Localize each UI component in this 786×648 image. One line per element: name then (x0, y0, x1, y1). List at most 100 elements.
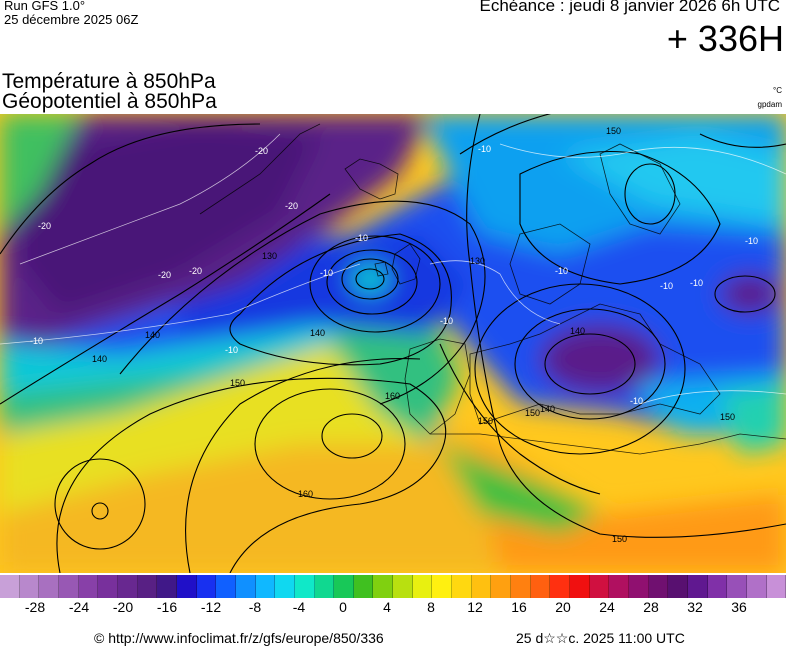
colorbar-swatch (334, 575, 354, 598)
contour-label: 150 (612, 534, 627, 544)
colorbar-swatch (117, 575, 138, 598)
isotherm-label: -10 (630, 396, 643, 406)
colorbar-swatch (766, 575, 786, 598)
colorbar-swatch (314, 575, 335, 598)
run-date: 25 décembre 2025 06Z (4, 12, 139, 27)
contour-label: 150 (478, 416, 493, 426)
colorbar-swatch (668, 575, 688, 598)
isotherm-label: -20 (255, 146, 268, 156)
colorbar-tick-label: 36 (731, 599, 747, 615)
colorbar-swatch (471, 575, 492, 598)
colorbar-tick-label: 0 (339, 599, 347, 615)
contour-label: 150 (606, 126, 621, 136)
colorbar-swatch (196, 575, 217, 598)
colorbar-tick-label: 20 (555, 599, 571, 615)
colorbar-tick-label: -16 (156, 599, 178, 615)
contour-label: 140 (92, 354, 107, 364)
colorbar-swatch (452, 575, 472, 598)
colorbar-swatch (19, 575, 40, 598)
temperature-colorbar (0, 575, 786, 598)
contour-label: 140 (540, 404, 555, 414)
colorbar-tick-label: 8 (427, 599, 435, 615)
isotherm-label: -20 (189, 266, 202, 276)
run-label: Run GFS 1.0° (4, 0, 86, 13)
isotherm-label: -10 (320, 268, 333, 278)
isotherm-label: -20 (38, 221, 51, 231)
generation-date: 25 d☆☆c. 2025 11:00 UTC (516, 630, 685, 646)
colorbar-tick-label: -4 (292, 599, 306, 615)
colorbar-swatch (570, 575, 590, 598)
source-url: © http://www.infoclimat.fr/z/gfs/europe/… (94, 630, 384, 646)
isotherm-label: -10 (660, 281, 673, 291)
colorbar-swatch (176, 575, 197, 598)
colorbar-swatch (275, 575, 295, 598)
isotherm-label: -10 (30, 336, 43, 346)
isotherm-label: -20 (285, 201, 298, 211)
colorbar-tick-label: -24 (68, 599, 90, 615)
colorbar-swatch (137, 575, 158, 598)
temperature-labels: -20 -20 -20 -20 -20 -10 -10 -10 -10 -10 … (30, 144, 758, 406)
contour-label: 140 (310, 328, 325, 338)
colorbar-swatch (0, 575, 20, 598)
unit-geopotential: gpdam (757, 100, 782, 109)
colorbar-swatch (235, 575, 256, 598)
colorbar-swatch (629, 575, 649, 598)
isotherm-label: -20 (158, 270, 171, 280)
colorbar-tick-label: -28 (24, 599, 46, 615)
colorbar-swatch (609, 575, 629, 598)
coastlines (199, 123, 786, 455)
colorbar-swatch (589, 575, 610, 598)
colorbar-swatch (687, 575, 708, 598)
colorbar-swatch (707, 575, 728, 598)
colorbar-swatch (746, 575, 767, 598)
isotherm-label: -10 (440, 316, 453, 326)
colorbar-swatch (98, 575, 118, 598)
colorbar-swatch (58, 575, 79, 598)
colorbar-tick-label: 28 (643, 599, 659, 615)
isotherm-label: -10 (555, 266, 568, 276)
contour-label: 130 (470, 256, 485, 266)
isotherm-label: -10 (745, 236, 758, 246)
colorbar-swatch (412, 575, 433, 598)
colorbar-tick-label: 4 (383, 599, 391, 615)
geopotential-contours (0, 114, 786, 573)
colorbar-tick-label: 24 (599, 599, 615, 615)
contour-label: 150 (525, 408, 540, 418)
colorbar-tick-label: 32 (687, 599, 703, 615)
colorbar-swatch (648, 575, 669, 598)
temperature-field (0, 114, 786, 573)
colorbar-ticks: -28 -24 -20 -16 -12 -8 -4 0 4 8 12 16 20 24 28 32 36 (0, 599, 786, 619)
isotherm-label: -10 (478, 144, 491, 154)
colorbar-swatch (373, 575, 394, 598)
isotherm-label: -10 (225, 345, 238, 355)
isotherms (0, 133, 786, 405)
colorbar-swatch (353, 575, 374, 598)
forecast-hour: + 336H (666, 18, 784, 59)
colorbar-swatch (432, 575, 453, 598)
colorbar-tick-label: -8 (248, 599, 262, 615)
colorbar-swatch (157, 575, 177, 598)
isotherm-label: -10 (690, 278, 703, 288)
map-title-temperature: Température à 850hPa (2, 70, 216, 93)
contour-label: 140 (570, 326, 585, 336)
colorbar-swatch (530, 575, 551, 598)
colorbar-tick-label: 12 (467, 599, 483, 615)
unit-temperature: °C (773, 86, 782, 95)
colorbar-swatch (727, 575, 747, 598)
contour-labels: 140 130 150 160 160 150 140 130 150 140 … (92, 126, 735, 544)
contour-label: 160 (298, 489, 313, 499)
colorbar-tick-label: -20 (112, 599, 134, 615)
colorbar-swatch (511, 575, 531, 598)
contour-label: 150 (230, 378, 245, 388)
contour-label: 130 (262, 251, 277, 261)
contour-label: 150 (720, 412, 735, 422)
colorbar-swatch (393, 575, 413, 598)
colorbar-tick-label: 16 (511, 599, 527, 615)
colorbar-swatch (216, 575, 236, 598)
map-title-geopotential: Géopotentiel à 850hPa (2, 90, 217, 113)
weather-map: 140 130 150 160 160 150 140 130 150 140 … (0, 114, 786, 573)
colorbar-swatch (78, 575, 99, 598)
isotherm-label: -10 (355, 233, 368, 243)
colorbar-swatch (491, 575, 512, 598)
colorbar-tick-label: -12 (200, 599, 222, 615)
